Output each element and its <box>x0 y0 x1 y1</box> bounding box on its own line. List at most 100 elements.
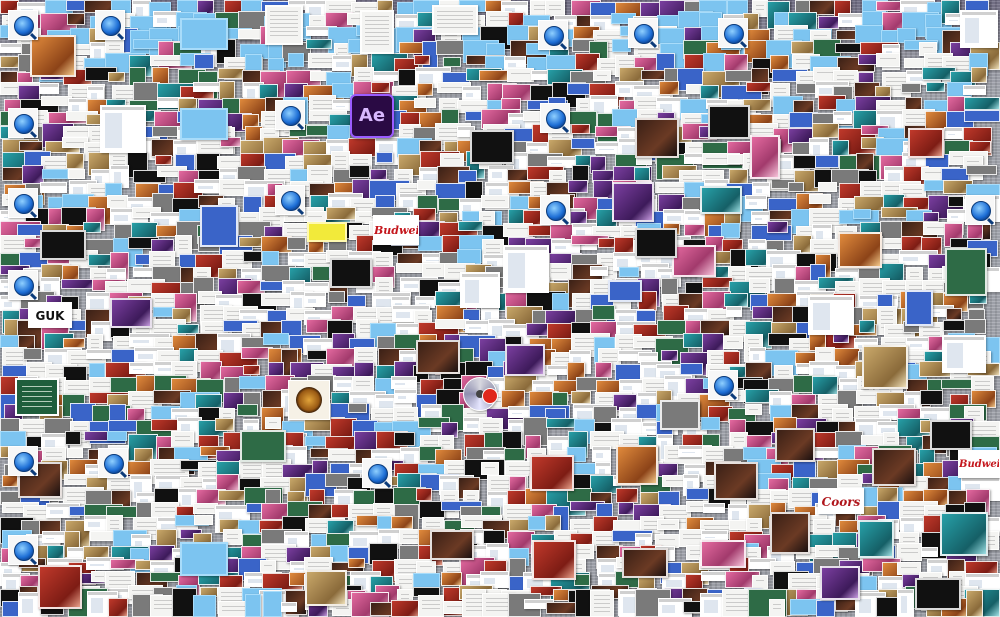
quicktime-app-icon[interactable] <box>8 108 38 138</box>
desktop-file-icon[interactable] <box>481 462 499 475</box>
desktop-file-icon[interactable] <box>391 600 421 617</box>
desktop-file-icon[interactable] <box>745 404 762 415</box>
desktop-file-icon[interactable] <box>305 570 347 606</box>
desktop-file-icon[interactable] <box>770 512 810 554</box>
desktop-file-icon[interactable] <box>194 54 214 69</box>
desktop-file-icon[interactable] <box>574 574 590 586</box>
desktop-file-icon[interactable] <box>751 211 770 224</box>
desktop-file-icon[interactable] <box>155 155 172 165</box>
desktop-file-icon[interactable] <box>360 10 394 54</box>
desktop-file-icon[interactable] <box>218 68 244 79</box>
desktop-file-icon[interactable] <box>237 404 258 416</box>
desktop-file-icon[interactable] <box>921 547 938 557</box>
desktop-file-icon[interactable] <box>616 445 658 485</box>
desktop-file-icon[interactable] <box>859 320 875 333</box>
desktop-file-icon[interactable] <box>966 590 983 617</box>
desktop-file-icon[interactable] <box>862 345 908 389</box>
desktop-file-icon[interactable] <box>571 124 590 134</box>
quicktime-app-icon[interactable] <box>540 195 570 225</box>
desktop-file-icon[interactable] <box>479 70 510 81</box>
desktop-file-icon[interactable] <box>571 391 591 404</box>
desktop-file-icon[interactable] <box>352 376 374 391</box>
bowl-image-file[interactable] <box>288 380 330 420</box>
desktop-file-icon[interactable] <box>812 123 839 138</box>
desktop-file-icon[interactable] <box>724 54 748 71</box>
desktop-file-icon[interactable] <box>700 186 742 214</box>
desktop-file-icon[interactable] <box>288 53 304 67</box>
desktop-file-icon[interactable] <box>940 512 988 556</box>
desktop-file-icon[interactable] <box>815 155 839 168</box>
desktop-file-icon[interactable] <box>67 448 83 458</box>
desktop-file-icon[interactable] <box>66 153 84 169</box>
after-effects-app-icon[interactable]: Ae <box>350 94 394 138</box>
desktop-file-icon[interactable] <box>416 340 460 374</box>
desktop-file-icon[interactable] <box>505 344 545 376</box>
desktop-file-icon[interactable] <box>67 13 85 25</box>
desktop-file-icon[interactable] <box>100 105 146 153</box>
quicktime-app-icon[interactable] <box>8 188 38 218</box>
desktop-file-icon[interactable] <box>672 245 716 277</box>
desktop-file-icon[interactable] <box>708 105 750 139</box>
desktop-file-icon[interactable] <box>418 595 444 617</box>
green-sign-image-file[interactable] <box>15 378 59 416</box>
desktop-file-icon[interactable] <box>110 298 152 328</box>
desktop-file-icon[interactable] <box>306 39 332 49</box>
desktop-file-icon[interactable] <box>462 86 481 101</box>
desktop-file-icon[interactable] <box>946 308 962 320</box>
desktop-file-icon[interactable] <box>371 82 390 93</box>
desktop-file-icon[interactable] <box>905 290 933 326</box>
desktop-file-icon[interactable] <box>200 205 238 247</box>
desktop-file-icon[interactable] <box>901 83 921 93</box>
desktop-file-icon[interactable] <box>723 336 743 349</box>
desktop-file-icon[interactable] <box>920 390 943 405</box>
desktop-file-icon[interactable] <box>394 389 417 403</box>
desktop-file-icon[interactable] <box>63 338 85 348</box>
desktop-file-icon[interactable] <box>838 232 882 268</box>
desktop-file-icon[interactable] <box>684 224 705 236</box>
desktop-file-icon[interactable] <box>919 42 937 56</box>
desktop-file-icon[interactable] <box>775 428 815 462</box>
desktop-file-icon[interactable] <box>593 70 611 81</box>
desktop-file-icon[interactable] <box>635 118 679 158</box>
quicktime-app-icon[interactable] <box>718 18 748 48</box>
desktop-file-icon[interactable] <box>858 520 894 558</box>
desktop-file-icon[interactable] <box>853 209 871 219</box>
quicktime-app-icon[interactable] <box>275 100 305 130</box>
desktop-file-icon[interactable] <box>721 223 740 238</box>
desktop-file-icon[interactable] <box>436 40 465 55</box>
desktop-file-icon[interactable] <box>774 278 795 294</box>
desktop-file-icon[interactable] <box>769 599 785 617</box>
desktop-file-icon[interactable] <box>767 221 788 233</box>
desktop-file-icon[interactable] <box>680 363 703 375</box>
desktop-file-icon[interactable] <box>83 222 101 233</box>
desktop-file-icon[interactable] <box>107 431 127 441</box>
desktop-file-icon[interactable] <box>42 531 65 543</box>
desktop-file-icon[interactable] <box>945 248 987 296</box>
desktop-file-icon[interactable] <box>659 81 679 95</box>
desktop-file-icon[interactable] <box>129 362 154 374</box>
quicktime-app-icon[interactable] <box>708 370 738 400</box>
desktop-file-icon[interactable] <box>42 169 68 179</box>
desktop-file-icon[interactable] <box>287 237 306 250</box>
desktop-file-icon[interactable] <box>750 135 780 179</box>
desktop-file-icon[interactable] <box>150 55 184 66</box>
desktop-file-icon[interactable] <box>530 455 574 491</box>
guk-image-file[interactable]: GUK <box>28 302 72 328</box>
desktop-file-icon[interactable] <box>960 10 998 48</box>
quicktime-app-icon[interactable] <box>628 18 658 48</box>
desktop-file-icon[interactable] <box>592 446 611 462</box>
desktop-file-icon[interactable] <box>660 400 700 430</box>
desktop-file-icon[interactable] <box>215 418 234 431</box>
desktop-file-icon[interactable] <box>23 348 42 360</box>
desktop-file-icon[interactable] <box>304 211 326 222</box>
desktop-file-icon[interactable] <box>108 72 125 82</box>
budweiser-image-file[interactable]: Budweiser <box>373 215 419 245</box>
quicktime-app-icon[interactable] <box>362 458 392 488</box>
desktop-file-icon[interactable] <box>547 263 571 280</box>
desktop-file-icon[interactable] <box>745 195 767 209</box>
desktop-file-icon[interactable] <box>39 83 59 94</box>
desktop-file-icon[interactable] <box>532 540 576 580</box>
desktop-file-icon[interactable] <box>107 195 128 208</box>
desktop-file-icon[interactable] <box>545 0 565 16</box>
quicktime-app-icon[interactable] <box>8 10 38 40</box>
